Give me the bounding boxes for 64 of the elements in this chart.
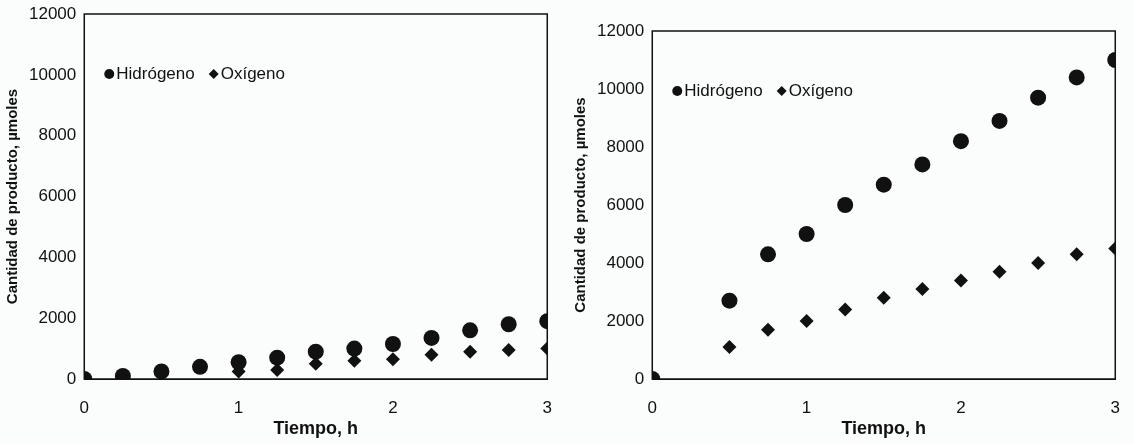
legend-label: Hidrógeno bbox=[116, 63, 195, 83]
y-tick-label: 4000 bbox=[606, 252, 645, 272]
point bbox=[269, 349, 286, 366]
point bbox=[915, 282, 930, 297]
y-tick-label: 6000 bbox=[606, 194, 645, 214]
y-tick-label: 8000 bbox=[606, 136, 645, 156]
point bbox=[875, 176, 892, 193]
point bbox=[153, 363, 170, 379]
y-tick-label: 2000 bbox=[606, 310, 645, 330]
point bbox=[760, 246, 777, 263]
legend-label: Hidrógeno bbox=[684, 80, 763, 100]
point bbox=[722, 340, 737, 355]
point bbox=[991, 112, 1008, 129]
x-tick-label: 3 bbox=[1110, 397, 1121, 417]
point bbox=[346, 340, 363, 357]
x-tick-label: 1 bbox=[233, 397, 244, 417]
point bbox=[952, 133, 969, 150]
point bbox=[230, 354, 247, 371]
y-tick-label: 12000 bbox=[596, 20, 645, 40]
x-tick-label: 0 bbox=[647, 397, 658, 417]
point bbox=[423, 329, 440, 346]
x-tick-label: 3 bbox=[542, 397, 553, 417]
point bbox=[1030, 89, 1047, 106]
x-tick-label: 0 bbox=[79, 397, 90, 417]
point bbox=[798, 226, 815, 242]
point bbox=[463, 344, 478, 359]
point bbox=[501, 343, 516, 358]
x-axis-title: Tiempo, h bbox=[273, 418, 359, 439]
y-tick-label: 8000 bbox=[38, 125, 77, 145]
legend-label: Oxígeno bbox=[220, 63, 285, 83]
x-tick-label: 1 bbox=[801, 397, 812, 417]
point bbox=[1068, 69, 1085, 86]
point bbox=[384, 336, 401, 353]
point bbox=[761, 322, 776, 337]
y-axis-title: Cantidad de producto, µmoles bbox=[3, 88, 21, 305]
point bbox=[1031, 256, 1046, 270]
y-tick-label: 10000 bbox=[596, 78, 645, 98]
x-axis-title: Tiempo, h bbox=[841, 418, 927, 439]
point bbox=[876, 290, 891, 305]
x-tick-label: 2 bbox=[956, 397, 966, 417]
y-axis-title: Cantidad de producto, µmoles bbox=[571, 97, 589, 313]
point bbox=[799, 314, 814, 328]
y-tick-label: 0 bbox=[66, 368, 77, 388]
point bbox=[307, 343, 324, 360]
y-tick-label: 10000 bbox=[28, 64, 77, 84]
point bbox=[953, 273, 968, 288]
point bbox=[837, 197, 854, 213]
y-tick-label: 12000 bbox=[28, 3, 77, 23]
point bbox=[424, 347, 439, 362]
point bbox=[500, 316, 517, 333]
legend-label: Oxígeno bbox=[788, 80, 853, 100]
point bbox=[838, 302, 853, 317]
y-tick-label: 6000 bbox=[38, 186, 77, 206]
x-tick-label: 2 bbox=[388, 397, 398, 417]
y-tick-label: 2000 bbox=[38, 307, 77, 327]
point bbox=[914, 156, 931, 173]
point bbox=[192, 358, 209, 375]
point bbox=[462, 322, 479, 339]
y-tick-label: 0 bbox=[634, 368, 645, 388]
point bbox=[385, 352, 400, 367]
point bbox=[1069, 247, 1084, 262]
point bbox=[721, 292, 738, 309]
y-tick-label: 4000 bbox=[38, 247, 77, 267]
point bbox=[992, 264, 1007, 279]
